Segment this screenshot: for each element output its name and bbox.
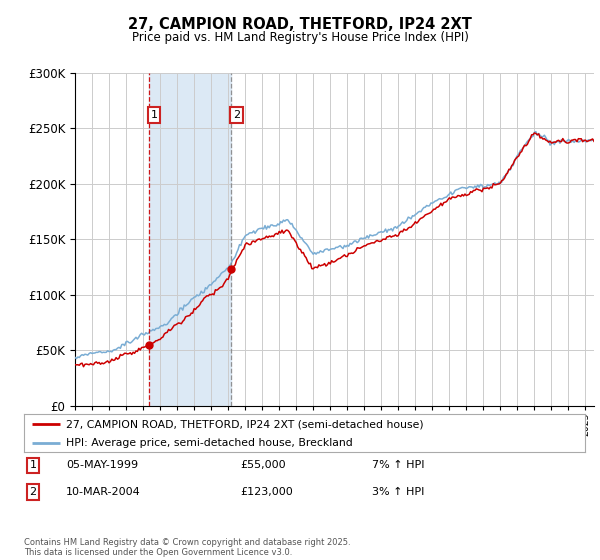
Text: 05-MAY-1999: 05-MAY-1999 (66, 460, 138, 470)
Text: Price paid vs. HM Land Registry's House Price Index (HPI): Price paid vs. HM Land Registry's House … (131, 31, 469, 44)
Text: £55,000: £55,000 (240, 460, 286, 470)
Text: 10-MAR-2004: 10-MAR-2004 (66, 487, 141, 497)
Text: 3% ↑ HPI: 3% ↑ HPI (372, 487, 424, 497)
Text: 2: 2 (29, 487, 37, 497)
Text: Contains HM Land Registry data © Crown copyright and database right 2025.
This d: Contains HM Land Registry data © Crown c… (24, 538, 350, 557)
Text: £123,000: £123,000 (240, 487, 293, 497)
Text: 27, CAMPION ROAD, THETFORD, IP24 2XT: 27, CAMPION ROAD, THETFORD, IP24 2XT (128, 17, 472, 32)
Bar (149, 73, 232, 406)
Text: HPI: Average price, semi-detached house, Breckland: HPI: Average price, semi-detached house,… (66, 438, 353, 449)
Text: 2: 2 (233, 110, 240, 120)
Text: 7% ↑ HPI: 7% ↑ HPI (372, 460, 425, 470)
Text: 1: 1 (151, 110, 157, 120)
Text: 1: 1 (29, 460, 37, 470)
Text: 27, CAMPION ROAD, THETFORD, IP24 2XT (semi-detached house): 27, CAMPION ROAD, THETFORD, IP24 2XT (se… (66, 419, 424, 430)
